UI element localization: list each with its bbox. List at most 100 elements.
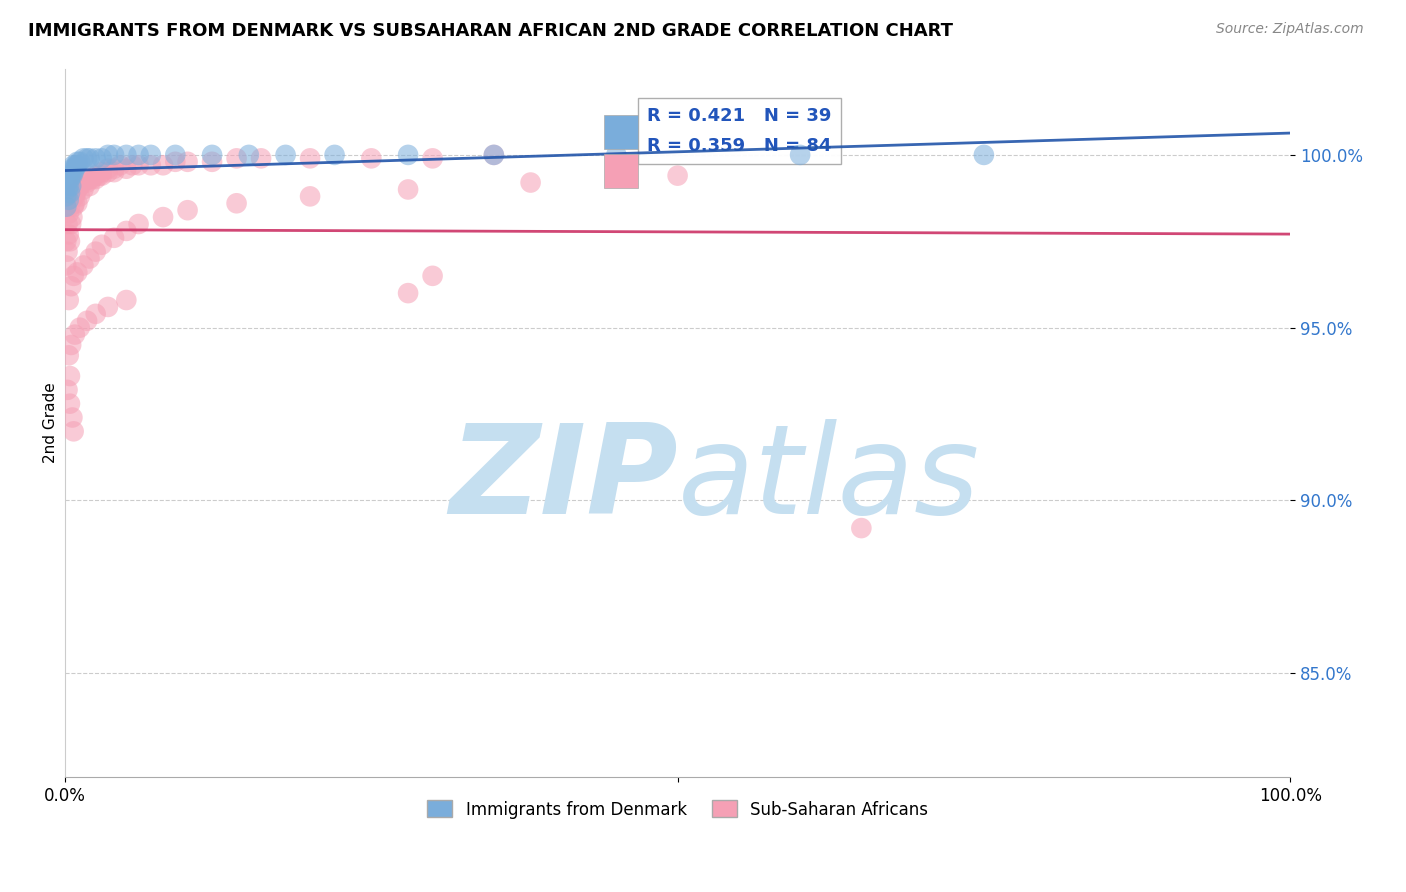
Point [69,154,91,169]
Point [76,176,98,190]
Point [128,158,150,172]
FancyBboxPatch shape [605,114,638,149]
Point [84,169,107,183]
Point [90,237,112,252]
Point [62,161,84,176]
Point [128,148,150,162]
Point [152,210,174,224]
Point [79,152,101,166]
Point [72,152,94,166]
Point [62,268,84,283]
Point [59,369,82,384]
Point [115,161,138,176]
Point [62,210,84,224]
Point [66,158,89,172]
Point [299,189,322,203]
Point [63,189,86,203]
Point [90,152,112,166]
Point [62,169,84,183]
Text: ZIP: ZIP [449,419,678,540]
Point [89,169,111,183]
Point [66,182,89,196]
Point [56,383,79,397]
Point [60,169,83,183]
Point [58,348,80,362]
Point [84,244,107,259]
Point [56,244,79,259]
Point [69,320,91,334]
Point [97,161,120,176]
Point [360,152,382,166]
Point [72,182,94,196]
Text: R = 0.421   N = 39
R = 0.359   N = 84: R = 0.421 N = 39 R = 0.359 N = 84 [647,107,831,154]
Point [422,152,444,166]
Point [58,207,80,221]
Point [519,176,541,190]
Point [274,148,297,162]
Point [115,148,138,162]
Point [79,179,101,194]
Point [323,148,346,162]
Point [59,172,82,186]
Point [76,152,98,166]
Legend: Immigrants from Denmark, Sub-Saharan Africans: Immigrants from Denmark, Sub-Saharan Afr… [420,794,935,825]
Point [152,158,174,172]
Point [60,179,83,194]
Point [59,397,82,411]
Point [63,196,86,211]
Point [97,300,120,314]
Point [103,148,125,162]
Point [55,200,77,214]
Point [60,217,83,231]
Point [63,161,86,176]
Point [115,293,138,307]
Point [97,148,120,162]
Point [79,252,101,266]
Point [55,189,77,203]
Point [58,179,80,194]
Point [63,327,86,342]
Point [72,176,94,190]
Point [139,158,162,172]
Point [201,148,224,162]
Point [66,265,89,279]
Point [97,165,120,179]
Point [65,186,87,200]
Point [176,203,198,218]
Point [58,293,80,307]
Point [59,186,82,200]
Point [422,268,444,283]
Point [56,182,79,196]
Point [605,148,627,162]
Point [250,152,273,166]
Point [973,148,995,162]
Point [84,307,107,321]
Point [90,169,112,183]
Point [62,425,84,439]
FancyBboxPatch shape [605,153,638,187]
Point [62,189,84,203]
Point [62,410,84,425]
Point [60,338,83,352]
Point [396,148,419,162]
Point [76,314,98,328]
Point [482,148,505,162]
Point [58,227,80,242]
Point [128,217,150,231]
Point [59,235,82,249]
Point [121,158,143,172]
Point [90,165,112,179]
Point [165,154,187,169]
Point [55,259,77,273]
Point [851,521,873,535]
Point [59,200,82,214]
Point [65,158,87,172]
Point [58,193,80,207]
Point [79,172,101,186]
Point [55,235,77,249]
Point [66,196,89,211]
Point [103,165,125,179]
Point [62,165,84,179]
Point [225,196,247,211]
Text: atlas: atlas [678,419,980,540]
